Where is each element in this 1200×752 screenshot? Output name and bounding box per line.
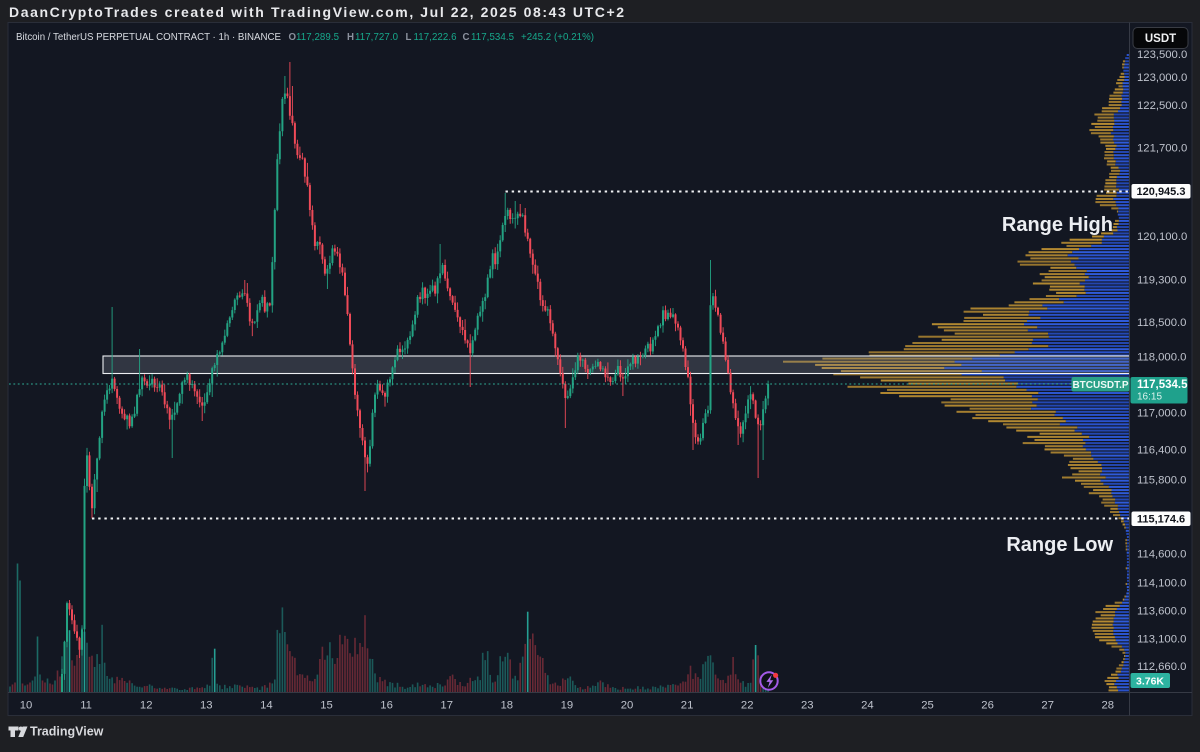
svg-text:121,700.0: 121,700.0: [1137, 143, 1187, 155]
svg-text:25: 25: [921, 700, 934, 712]
svg-text:115,174.6: 115,174.6: [1137, 514, 1185, 526]
svg-text:118,000.0: 118,000.0: [1137, 351, 1186, 363]
svg-text:TradingView: TradingView: [30, 725, 104, 739]
svg-text:16:15: 16:15: [1137, 392, 1162, 403]
svg-text:16: 16: [380, 700, 393, 712]
svg-text:120,945.3: 120,945.3: [1137, 186, 1186, 198]
svg-text:Bitcoin / TetherUS PERPETUAL C: Bitcoin / TetherUS PERPETUAL CONTRACT · …: [16, 32, 281, 43]
svg-text:123,500.0: 123,500.0: [1137, 49, 1187, 61]
svg-text:23: 23: [801, 700, 814, 712]
svg-text:26: 26: [981, 700, 994, 712]
svg-text:14: 14: [260, 700, 273, 712]
svg-text:123,000.0: 123,000.0: [1137, 72, 1187, 84]
svg-text:DaanCryptoTrades created with: DaanCryptoTrades created with TradingVie…: [9, 4, 626, 20]
svg-text:119,300.0: 119,300.0: [1137, 275, 1186, 287]
svg-text:19: 19: [561, 700, 574, 712]
svg-text:28: 28: [1102, 700, 1115, 712]
svg-text:USDT: USDT: [1145, 33, 1176, 45]
svg-text:Range High: Range High: [1002, 214, 1113, 236]
svg-text:20: 20: [621, 700, 634, 712]
svg-text:113,100.0: 113,100.0: [1137, 634, 1186, 646]
svg-text:117,534.5: 117,534.5: [1137, 379, 1188, 391]
svg-text:120,100.0: 120,100.0: [1137, 231, 1187, 243]
svg-text:116,400.0: 116,400.0: [1137, 445, 1186, 457]
svg-text:11: 11: [80, 700, 92, 712]
svg-text:BTCUSDT.P: BTCUSDT.P: [1072, 380, 1128, 391]
svg-text:24: 24: [861, 700, 874, 712]
svg-text:114,600.0: 114,600.0: [1137, 549, 1186, 561]
svg-text:112,660.0: 112,660.0: [1137, 661, 1186, 673]
svg-text:113,600.0: 113,600.0: [1137, 606, 1186, 618]
svg-text:10: 10: [20, 700, 33, 712]
svg-text:27: 27: [1041, 700, 1054, 712]
svg-text:Range Low: Range Low: [1006, 534, 1113, 556]
svg-text:117,000.0: 117,000.0: [1137, 407, 1186, 419]
svg-text:118,500.0: 118,500.0: [1137, 317, 1186, 329]
svg-text:17: 17: [440, 700, 453, 712]
svg-text:13: 13: [200, 700, 213, 712]
svg-text:15: 15: [320, 700, 333, 712]
svg-text:122,500.0: 122,500.0: [1137, 100, 1187, 112]
svg-text:3.76K: 3.76K: [1136, 676, 1164, 688]
svg-text:18: 18: [501, 700, 514, 712]
svg-text:114,100.0: 114,100.0: [1137, 577, 1186, 589]
svg-text:12: 12: [140, 700, 153, 712]
svg-text:21: 21: [681, 700, 694, 712]
svg-text:22: 22: [741, 700, 754, 712]
svg-text:115,800.0: 115,800.0: [1137, 475, 1186, 487]
